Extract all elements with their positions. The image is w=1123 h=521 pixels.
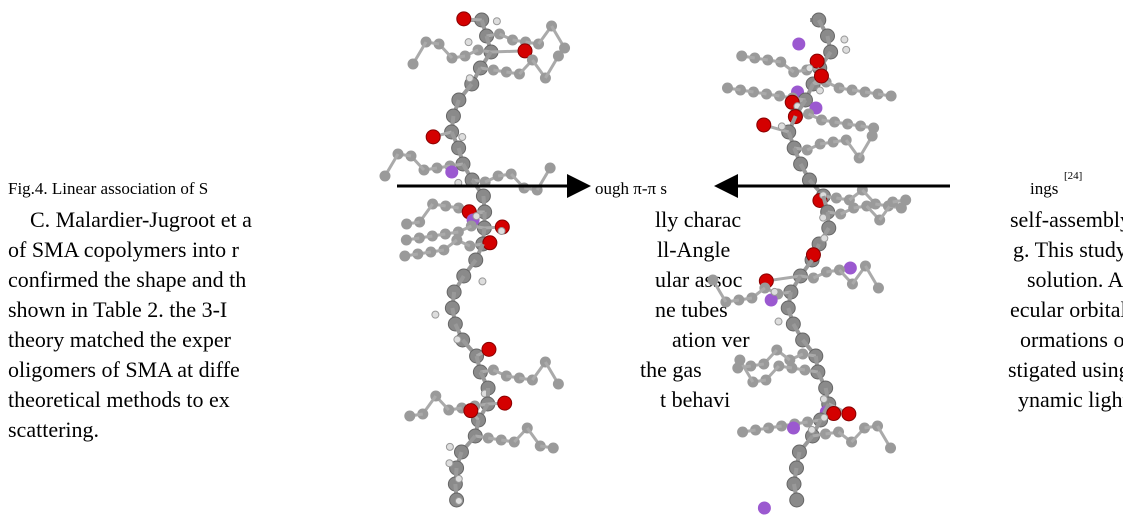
atom bbox=[455, 475, 462, 482]
atom bbox=[466, 75, 473, 82]
page: Fig.4. Linear association of Sough π-π s… bbox=[0, 0, 1123, 521]
atom bbox=[900, 195, 911, 206]
atom bbox=[446, 443, 453, 450]
atom bbox=[545, 163, 556, 174]
atom bbox=[445, 166, 458, 179]
molecule-figure bbox=[0, 0, 1123, 521]
atom bbox=[455, 497, 462, 504]
atom bbox=[408, 59, 419, 70]
atom bbox=[885, 443, 896, 454]
atom bbox=[401, 235, 412, 246]
atom bbox=[873, 283, 884, 294]
atom bbox=[479, 278, 486, 285]
atom bbox=[806, 248, 820, 262]
atom bbox=[379, 171, 390, 182]
atom bbox=[843, 46, 850, 53]
atom bbox=[722, 83, 733, 94]
atom bbox=[792, 38, 805, 51]
atom bbox=[787, 422, 800, 435]
atom bbox=[820, 214, 827, 221]
atom bbox=[806, 65, 813, 72]
atom bbox=[790, 493, 804, 507]
atom bbox=[459, 134, 466, 141]
molecule-right bbox=[707, 13, 911, 515]
atom bbox=[737, 427, 748, 438]
atom bbox=[771, 288, 778, 295]
atom bbox=[483, 236, 497, 250]
atom bbox=[842, 407, 856, 421]
atom bbox=[482, 342, 496, 356]
atom bbox=[464, 404, 478, 418]
atom bbox=[821, 235, 828, 242]
atom bbox=[820, 396, 827, 403]
atom bbox=[473, 213, 480, 220]
molecule-left bbox=[379, 12, 570, 507]
atom bbox=[758, 502, 771, 515]
atom bbox=[808, 426, 815, 433]
atom bbox=[821, 414, 828, 421]
atom bbox=[867, 131, 878, 142]
atom bbox=[886, 91, 897, 102]
atom bbox=[844, 262, 857, 275]
atom bbox=[399, 251, 410, 262]
atom bbox=[404, 411, 415, 422]
atom bbox=[465, 39, 472, 46]
atom bbox=[457, 12, 471, 26]
atom bbox=[426, 130, 440, 144]
atom bbox=[775, 318, 782, 325]
atom bbox=[736, 51, 747, 62]
atom bbox=[816, 87, 823, 94]
atom bbox=[498, 396, 512, 410]
atom bbox=[454, 336, 461, 343]
atom bbox=[734, 355, 745, 366]
atom bbox=[841, 36, 848, 43]
atom bbox=[446, 460, 453, 467]
atom bbox=[553, 379, 564, 390]
atom bbox=[493, 18, 500, 25]
atom bbox=[548, 443, 559, 454]
atom bbox=[498, 228, 505, 235]
atom bbox=[814, 69, 828, 83]
atom bbox=[707, 275, 718, 286]
atom bbox=[757, 118, 771, 132]
atom bbox=[432, 311, 439, 318]
atom bbox=[553, 51, 564, 62]
atom bbox=[827, 407, 841, 421]
atom bbox=[778, 123, 785, 130]
atom bbox=[401, 219, 412, 230]
